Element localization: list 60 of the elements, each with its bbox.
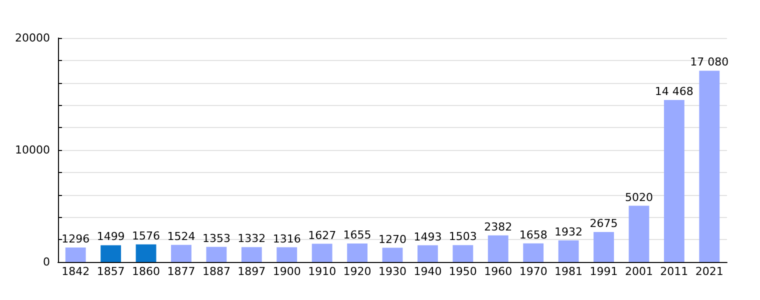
y-tick-label: 10000 (15, 144, 50, 156)
data-label: 1524 (167, 230, 196, 243)
data-label: 1316 (272, 232, 301, 246)
x-tick-label: 1842 (62, 265, 90, 278)
x-tick-label: 1860 (132, 265, 160, 278)
y-tick-label: 0 (43, 256, 50, 268)
y-tick-label: 20000 (15, 32, 50, 44)
data-label: 1655 (343, 228, 372, 242)
x-tick-label: 1981 (554, 265, 583, 278)
data-label: 1493 (414, 230, 442, 244)
data-label: 1503 (448, 230, 477, 244)
bar (100, 245, 122, 262)
x-tick-label: 1897 (238, 265, 266, 278)
data-label: 1353 (202, 232, 230, 245)
bar (664, 100, 684, 262)
bar (488, 235, 508, 262)
data-label: 1658 (519, 228, 548, 242)
bar (418, 245, 438, 262)
data-label: 2382 (484, 220, 512, 234)
x-tick-label: 1970 (519, 265, 548, 278)
x-tick-label: 1950 (448, 265, 477, 278)
x-tick-label: 1900 (272, 265, 301, 278)
bar (206, 246, 227, 262)
x-tick-label: 1991 (590, 265, 618, 278)
x-tick-label: 1930 (378, 265, 406, 278)
bar (276, 247, 298, 262)
x-tick-label: 1960 (484, 265, 512, 278)
data-label: 1576 (132, 229, 160, 242)
x-tick-label: 2021 (695, 265, 724, 278)
data-label: 1270 (378, 232, 406, 246)
bar (699, 70, 720, 262)
x-tick-label: 1877 (167, 265, 196, 278)
bar (312, 244, 332, 262)
x-tick-label: 1910 (308, 265, 336, 278)
data-label: 14 468 (654, 84, 694, 98)
data-label: 1296 (62, 232, 90, 246)
bar (65, 247, 86, 262)
bar (347, 243, 368, 262)
data-label: 1499 (96, 230, 125, 244)
x-tick-label: 1920 (343, 265, 372, 278)
data-label: 17 080 (690, 56, 729, 69)
x-tick-label: 2001 (624, 265, 653, 278)
bar (136, 244, 156, 262)
x-tick-label: 1940 (414, 265, 442, 278)
data-label: 1332 (238, 232, 266, 246)
x-tick-label: 2011 (660, 265, 688, 278)
bar (452, 245, 474, 262)
bar (628, 206, 650, 262)
bar (171, 244, 192, 262)
bar (594, 232, 614, 262)
x-tick-label: 1887 (202, 265, 230, 278)
data-label: 1932 (554, 225, 583, 238)
x-tick-label: 1857 (96, 265, 125, 278)
data-label: 2675 (590, 217, 618, 230)
bar (523, 243, 544, 262)
bar (558, 240, 579, 262)
data-label: 5020 (624, 190, 653, 204)
bar (382, 248, 403, 262)
data-label: 1627 (308, 228, 336, 242)
bar (241, 247, 262, 262)
